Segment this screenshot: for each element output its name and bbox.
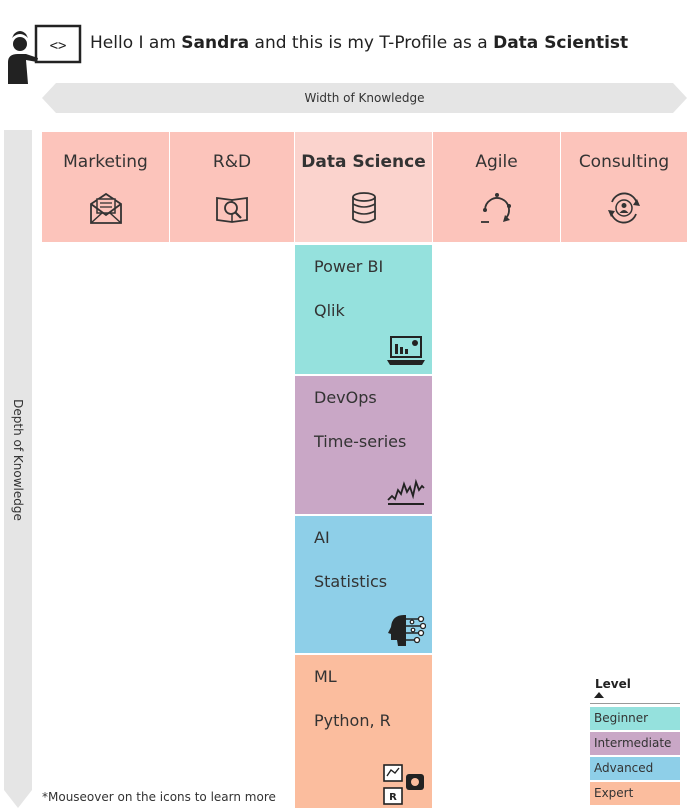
skill-label: AI (314, 528, 330, 547)
domain-label: Agile (433, 152, 560, 172)
skill-label: ML (314, 667, 337, 686)
depth-of-knowledge-label: Depth of Knowledge (11, 399, 25, 521)
legend-divider (590, 703, 680, 704)
consulting-person-cycle-icon[interactable] (606, 190, 642, 226)
domain-label: Consulting (561, 152, 687, 172)
laptop-dashboard-icon[interactable] (386, 334, 426, 368)
domain-rnd: R&D (170, 132, 294, 242)
depth-block-advanced: AI Statistics (295, 516, 432, 653)
agile-cycle-icon[interactable] (479, 190, 515, 226)
title-name: Sandra (181, 33, 249, 53)
caret-up-icon (594, 692, 604, 698)
skill-label: Power BI (314, 257, 383, 276)
legend-item-beginner: Beginner (590, 707, 680, 730)
ml-python-icons[interactable]: R (382, 762, 428, 806)
domain-label: Data Science (295, 152, 432, 172)
skill-label: Statistics (314, 572, 387, 591)
skill-label: DevOps (314, 388, 377, 407)
domain-marketing: Marketing (42, 132, 169, 242)
depth-block-expert: ML Python, R R (295, 655, 432, 808)
legend-title: Level (595, 677, 631, 691)
domain-agile: Agile (433, 132, 560, 242)
presenter-avatar-icon: <> (6, 24, 84, 86)
database-icon[interactable] (346, 190, 382, 226)
skill-label: Qlik (314, 301, 345, 320)
depth-block-intermediate: DevOps Time-series (295, 376, 432, 514)
domain-label: R&D (170, 152, 294, 172)
depth-block-beginner: Power BI Qlik (295, 245, 432, 374)
skill-label: Time-series (314, 432, 406, 451)
domain-consulting: Consulting (561, 132, 687, 242)
skill-label: Python, R (314, 711, 391, 730)
legend-item-expert: Expert (590, 782, 680, 805)
domain-data-science: Data Science (295, 132, 432, 242)
svg-text:R: R (389, 792, 397, 803)
width-of-knowledge-label: Width of Knowledge (42, 83, 687, 113)
svg-text:<>: <> (50, 38, 67, 54)
domain-label: Marketing (42, 152, 169, 172)
research-book-icon[interactable] (214, 190, 250, 226)
title-middle: and this is my T-Profile as a (249, 33, 493, 53)
ai-head-circuit-icon[interactable] (386, 613, 426, 647)
legend-item-advanced: Advanced (590, 757, 680, 780)
title-role: Data Scientist (493, 33, 628, 53)
legend-item-intermediate: Intermediate (590, 732, 680, 755)
title-prefix: Hello I am (90, 33, 181, 53)
time-series-chart-icon[interactable] (386, 474, 426, 508)
footnote: *Mouseover on the icons to learn more (42, 790, 276, 804)
newsletter-envelope-icon[interactable] (88, 190, 124, 226)
page-title: Hello I am Sandra and this is my T-Profi… (90, 33, 628, 53)
